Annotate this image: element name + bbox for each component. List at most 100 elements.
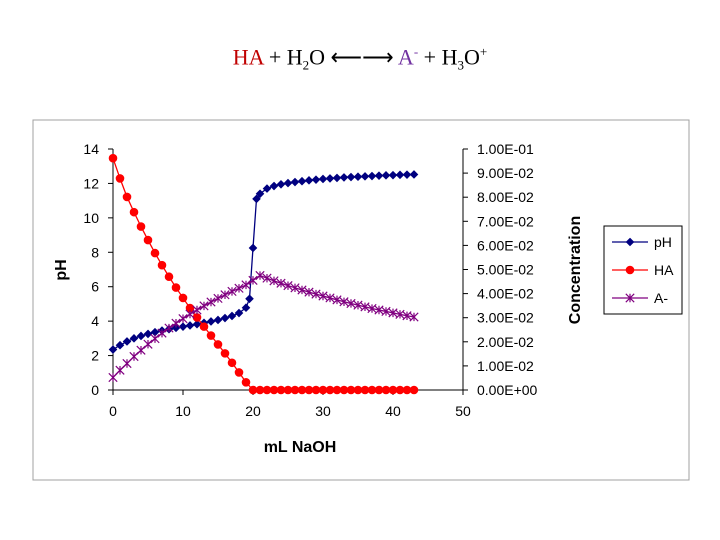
data-point-ph [178,322,188,331]
data-point-ph [248,243,258,253]
data-point-ha [157,260,167,270]
data-point-a-minus [318,291,328,301]
data-point-ha [143,235,153,245]
data-point-a-minus [311,289,321,299]
equation-a: A [397,44,414,70]
y2-tick-label: 3.00E-02 [477,310,534,326]
legend-label-ha: HA [654,262,674,278]
y2-tick-label: 8.00E-02 [477,189,534,205]
y-tick-label: 14 [83,141,99,157]
data-point-ph [122,337,132,346]
data-point-ph [283,178,293,188]
data-point-a-minus [388,308,398,318]
data-point-a-minus [241,280,251,290]
data-point-ph [388,170,398,180]
y-tick-label: 2 [91,348,99,364]
data-point-a-minus [304,287,314,297]
data-point-ph [115,340,125,350]
x-tick-label: 50 [455,403,471,419]
data-point-ha [115,174,125,183]
equation-h-subscript: 2 [302,57,310,73]
data-point-ph [409,170,419,179]
data-point-ha [241,377,251,387]
data-point-ph [171,323,181,333]
data-point-a-minus [290,283,300,293]
data-point-a-minus [206,297,216,307]
data-point-ph [367,171,377,181]
data-point-ha [136,222,146,231]
data-point-ha [108,153,118,163]
data-point-a-minus [185,309,195,319]
data-point-a-minus [283,281,293,291]
data-point-a-minus [108,372,118,383]
data-point-a-minus [409,312,419,322]
y2-tick-label: 0.00E+00 [477,382,538,398]
data-point-ph [353,172,363,182]
data-point-ha [164,272,174,282]
data-point-ha [122,192,132,202]
data-point-ph [252,194,261,204]
data-point-ha [129,207,139,217]
data-point-a-minus [213,293,223,304]
equation-o3: O [463,44,480,70]
data-point-ha [381,385,391,395]
x-tick-label: 40 [385,403,401,419]
equation-a-superscript: - [413,44,419,59]
equation-title: HA + H2O ⟵⟶ A- + H3O+ [0,44,720,74]
data-point-ha [290,385,300,395]
data-point-ph [262,184,272,193]
data-point-ph [311,175,321,184]
data-point-ha [409,385,419,395]
data-point-ha [248,385,258,395]
equation-plus-2: + [423,44,437,70]
equation-o: O [309,44,326,70]
data-point-a-minus [367,303,377,314]
data-point-a-minus [332,295,342,305]
data-point-ph [234,308,244,318]
data-point-ha [206,331,216,340]
data-point-a-minus [136,345,146,355]
data-point-ha [297,385,307,395]
data-point-ha [199,322,209,331]
data-point-ha [339,385,349,395]
y-tick-label: 12 [83,175,99,191]
legend-marker-ph [625,237,635,247]
data-point-ha [262,385,272,395]
equation-h: H [286,44,303,70]
y-tick-label: 10 [83,210,99,226]
equation-equilibrium-arrow: ⟵⟶ [330,44,394,70]
data-point-ph [108,345,118,354]
data-point-ha [360,385,370,395]
data-point-a-minus [346,298,356,309]
data-point-ha [304,385,314,395]
data-point-ha [402,385,412,395]
data-point-a-minus [248,275,258,285]
data-point-a-minus [339,297,349,307]
data-point-ha [234,368,244,377]
data-point-ha [192,313,202,322]
data-point-ha [353,385,363,395]
data-point-ph [241,303,251,313]
data-point-ph [136,331,146,341]
data-point-ph [192,319,202,329]
x-tick-label: 10 [175,403,191,419]
data-point-a-minus [325,293,335,303]
data-point-ha [318,385,328,395]
data-point-ha [367,385,377,395]
data-point-ph [129,334,139,343]
data-point-ha [388,385,398,395]
data-point-ph [395,170,405,180]
data-point-a-minus [192,305,202,315]
y-tick-label: 0 [91,382,99,398]
equation-h3-subscript: 3 [457,57,464,73]
data-point-ph [332,173,342,183]
data-point-a-minus [276,278,286,288]
data-point-ha [171,283,181,292]
data-point-ph [346,172,356,182]
y2-tick-label: 5.00E-02 [477,262,534,278]
data-point-a-minus [269,276,279,286]
data-point-ha [220,349,230,358]
data-point-ph [374,171,384,180]
data-point-ph [206,317,216,326]
x-axis-title: mL NaOH [264,439,337,456]
